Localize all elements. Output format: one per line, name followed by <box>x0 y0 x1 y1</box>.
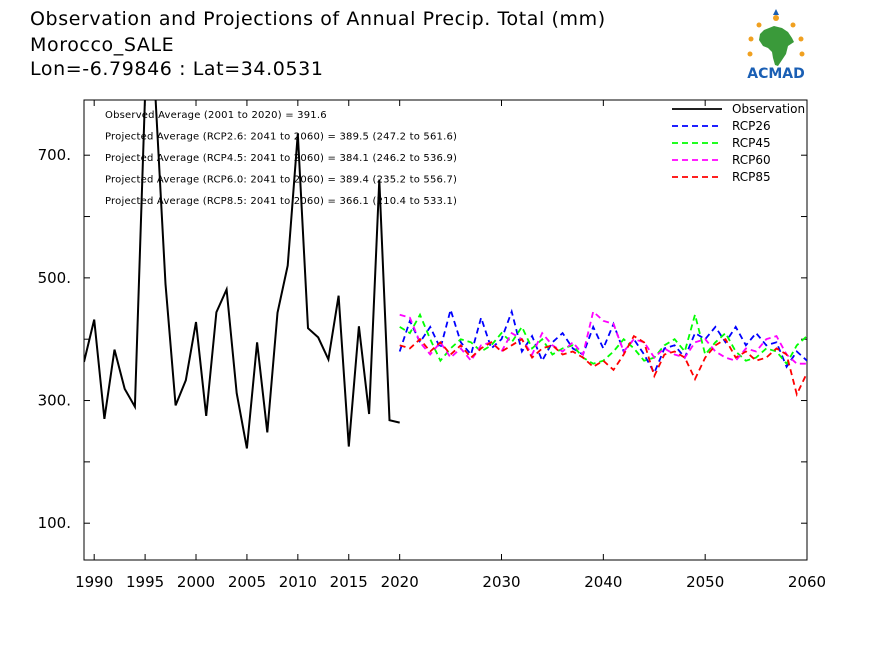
legend-label-rcp26: RCP26 <box>732 119 771 133</box>
legend-label-observation: Observation <box>732 102 805 116</box>
x-tick-label: 2030 <box>482 573 520 591</box>
series-line-rcp26 <box>398 306 807 375</box>
legend-label-rcp60: RCP60 <box>732 153 771 167</box>
annotation-line: Projected Average (RCP4.5: 2041 to 2060)… <box>105 153 457 164</box>
x-tick-label: 2000 <box>177 573 215 591</box>
series-line-observation <box>84 100 400 449</box>
x-tick-label: 2010 <box>279 573 317 591</box>
africa-map-logo-icon: ACMAD <box>747 9 805 82</box>
annotation-line: Observed Average (2001 to 2020) = 391.6 <box>105 110 327 121</box>
location-name: Morocco_SALE <box>30 34 175 56</box>
annotation-line: Projected Average (RCP2.6: 2041 to 2060)… <box>105 132 457 143</box>
annotation-line: Projected Average (RCP8.5: 2041 to 2060)… <box>105 196 457 207</box>
x-tick-label: 2015 <box>330 573 368 591</box>
series-line-rcp45 <box>399 311 807 366</box>
x-tick-label: 1990 <box>75 573 113 591</box>
y-tick-label: 300. <box>38 392 71 410</box>
chart-legend: Observation RCP26 RCP45 RCP60 RCP85 <box>672 102 805 184</box>
chart-title: Observation and Projections of Annual Pr… <box>30 8 606 30</box>
sun-rays-icon <box>747 9 805 57</box>
legend-label-rcp85: RCP85 <box>732 170 771 184</box>
y-tick-label: 500. <box>38 269 71 287</box>
x-tick-label: 1995 <box>126 573 164 591</box>
legend-label-rcp45: RCP45 <box>732 136 771 150</box>
x-tick-label: 2005 <box>228 573 266 591</box>
chart-series <box>84 100 807 449</box>
series-line-rcp60 <box>399 309 807 365</box>
location-coordinates: Lon=-6.79846 : Lat=34.0531 <box>30 58 324 80</box>
x-tick-label: 2050 <box>686 573 724 591</box>
africa-map-icon <box>759 26 794 66</box>
chart-annotations: Observed Average (2001 to 2020) = 391.6 P… <box>105 110 457 207</box>
x-tick-label: 2040 <box>584 573 622 591</box>
series-line-rcp85 <box>399 334 807 398</box>
chart-axes: 1990 1995 2000 2005 2010 2015 2020 2030 2040 2050… <box>38 99 826 591</box>
y-tick-label: 100. <box>38 514 71 532</box>
y-tick-label: 700. <box>38 146 71 164</box>
logo-text: ACMAD <box>747 66 805 82</box>
plot-frame <box>83 99 808 561</box>
x-tick-label: 2020 <box>381 573 419 591</box>
annotation-line: Projected Average (RCP6.0: 2041 to 2060)… <box>105 175 457 186</box>
x-tick-label: 2060 <box>788 573 826 591</box>
